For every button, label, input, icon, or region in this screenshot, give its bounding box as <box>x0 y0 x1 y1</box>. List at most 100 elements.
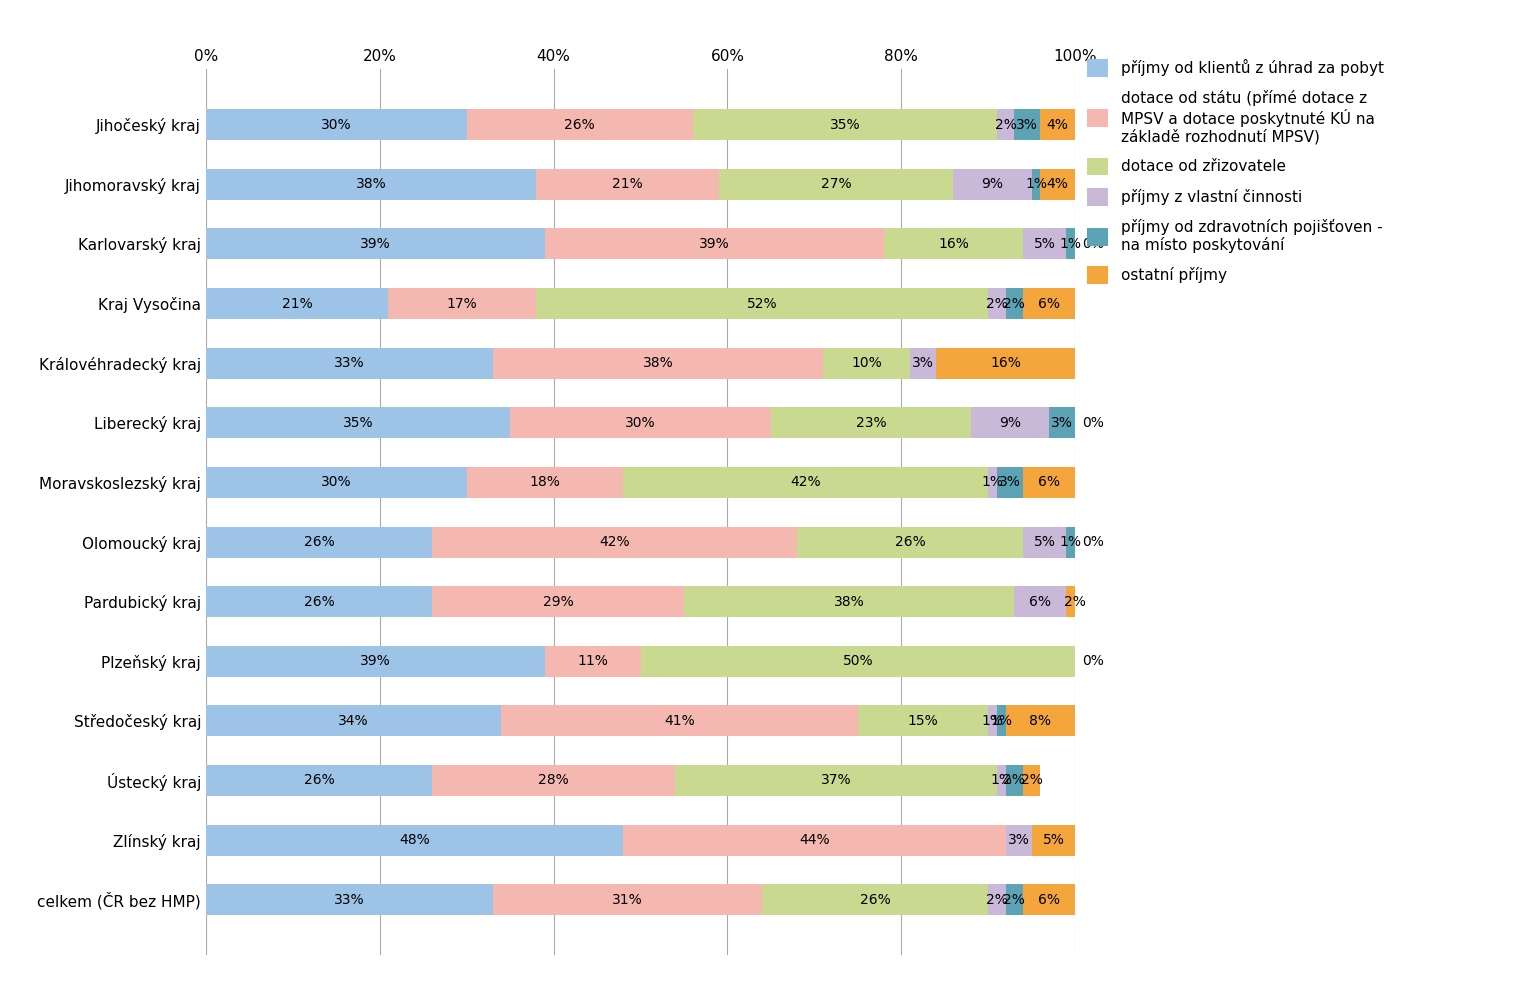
Text: 30%: 30% <box>320 118 352 132</box>
Text: 18%: 18% <box>529 476 560 490</box>
Text: 15%: 15% <box>907 714 938 728</box>
Text: 2%: 2% <box>994 118 1017 132</box>
Text: 3%: 3% <box>999 476 1020 490</box>
Text: 2%: 2% <box>1003 892 1025 906</box>
Text: 28%: 28% <box>538 773 569 787</box>
Bar <box>206 168 537 200</box>
Text: 1%: 1% <box>990 714 1013 728</box>
Text: 38%: 38% <box>642 357 673 370</box>
Text: 4%: 4% <box>1046 177 1069 191</box>
Bar <box>432 586 683 618</box>
Bar <box>1040 109 1075 140</box>
Text: 3%: 3% <box>912 357 933 370</box>
Bar <box>206 467 467 497</box>
Bar <box>389 288 537 319</box>
Text: 21%: 21% <box>282 296 313 310</box>
Bar <box>910 348 936 378</box>
Bar <box>206 765 432 796</box>
Text: 39%: 39% <box>360 654 390 668</box>
Text: 6%: 6% <box>1039 296 1060 310</box>
Text: 30%: 30% <box>625 416 656 429</box>
Text: 35%: 35% <box>830 118 860 132</box>
Bar <box>1066 586 1084 618</box>
Text: 38%: 38% <box>355 177 386 191</box>
Text: 0%: 0% <box>1083 237 1104 251</box>
Bar <box>206 646 544 677</box>
Text: 5%: 5% <box>1043 833 1064 847</box>
Text: 6%: 6% <box>1039 476 1060 490</box>
Text: 0%: 0% <box>1083 416 1104 429</box>
Text: 1%: 1% <box>1060 535 1081 549</box>
Bar <box>988 885 1005 915</box>
Text: 41%: 41% <box>665 714 695 728</box>
Bar <box>206 527 432 558</box>
Text: 3%: 3% <box>1008 833 1029 847</box>
Text: 21%: 21% <box>612 177 644 191</box>
Text: 0%: 0% <box>1083 654 1104 668</box>
Bar <box>692 109 997 140</box>
Text: 4%: 4% <box>1046 118 1069 132</box>
Bar <box>988 467 997 497</box>
Text: 2%: 2% <box>1003 296 1025 310</box>
Text: 26%: 26% <box>303 595 334 609</box>
Bar <box>997 109 1014 140</box>
Bar <box>1023 885 1075 915</box>
Text: 26%: 26% <box>303 773 334 787</box>
Bar <box>798 527 1023 558</box>
Bar <box>824 348 910 378</box>
Text: 39%: 39% <box>698 237 730 251</box>
Text: 11%: 11% <box>578 654 608 668</box>
Text: 35%: 35% <box>343 416 374 429</box>
Bar <box>859 705 988 737</box>
Text: 33%: 33% <box>334 357 364 370</box>
Bar <box>493 348 824 378</box>
Bar <box>537 168 718 200</box>
Bar <box>624 467 988 497</box>
Bar <box>1005 765 1023 796</box>
Text: 2%: 2% <box>1020 773 1043 787</box>
Text: 6%: 6% <box>1039 892 1060 906</box>
Bar <box>206 885 493 915</box>
Text: 6%: 6% <box>1029 595 1051 609</box>
Bar <box>544 229 884 259</box>
Text: 26%: 26% <box>303 535 334 549</box>
Bar <box>988 705 997 737</box>
Bar <box>1005 885 1023 915</box>
Bar <box>1005 705 1075 737</box>
Text: 17%: 17% <box>447 296 477 310</box>
Text: 8%: 8% <box>1029 714 1051 728</box>
Text: 2%: 2% <box>987 296 1008 310</box>
Bar <box>1031 824 1075 856</box>
Bar <box>1066 229 1075 259</box>
Bar <box>640 646 1075 677</box>
Bar <box>624 824 1005 856</box>
Bar <box>467 109 692 140</box>
Bar <box>1023 527 1066 558</box>
Text: 30%: 30% <box>320 476 352 490</box>
Text: 1%: 1% <box>990 773 1013 787</box>
Text: 42%: 42% <box>599 535 630 549</box>
Text: 39%: 39% <box>360 237 390 251</box>
Text: 9%: 9% <box>999 416 1020 429</box>
Bar <box>988 288 1005 319</box>
Bar <box>206 109 467 140</box>
Bar <box>1023 765 1040 796</box>
Bar <box>936 348 1075 378</box>
Bar <box>544 646 640 677</box>
Text: 10%: 10% <box>851 357 881 370</box>
Bar <box>718 168 953 200</box>
Text: 33%: 33% <box>334 892 364 906</box>
Bar <box>206 586 432 618</box>
Text: 1%: 1% <box>982 714 1003 728</box>
Text: 1%: 1% <box>1025 177 1048 191</box>
Text: 52%: 52% <box>747 296 778 310</box>
Bar <box>1014 109 1040 140</box>
Legend: příjmy od klientů z úhrad za pobyt, dotace od státu (přímé dotace z
MPSV a dotac: příjmy od klientů z úhrad za pobyt, dota… <box>1087 59 1383 284</box>
Text: 3%: 3% <box>1051 416 1074 429</box>
Bar <box>509 407 772 438</box>
Text: 16%: 16% <box>938 237 968 251</box>
Text: 2%: 2% <box>1003 773 1025 787</box>
Bar <box>997 765 1005 796</box>
Text: 34%: 34% <box>339 714 369 728</box>
Bar <box>1005 824 1032 856</box>
